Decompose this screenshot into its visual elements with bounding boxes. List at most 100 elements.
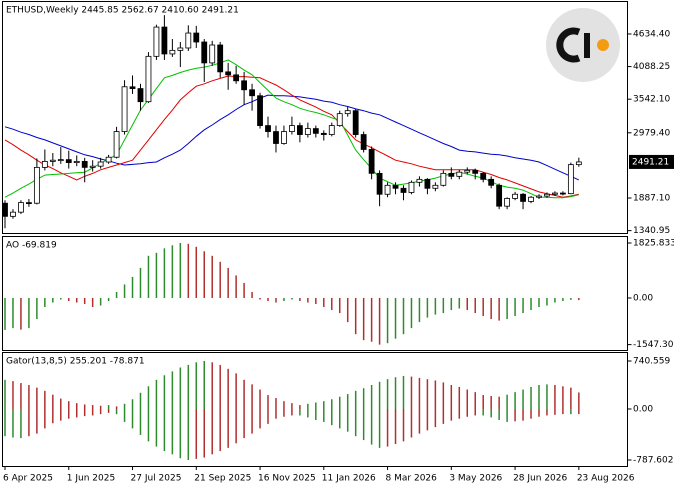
histogram-bar — [163, 408, 166, 452]
candle-body — [265, 125, 271, 132]
histogram-bar — [394, 377, 397, 409]
histogram-bar — [139, 408, 142, 435]
histogram-bar — [562, 298, 564, 302]
histogram-bar — [386, 298, 389, 344]
histogram-bar — [107, 298, 110, 302]
candle-body — [392, 184, 399, 189]
histogram-bar — [283, 408, 285, 417]
histogram-bar — [44, 298, 46, 308]
histogram-bar — [283, 401, 285, 409]
histogram-bar — [267, 408, 269, 424]
histogram-bar — [4, 298, 6, 330]
candle-body — [81, 161, 88, 168]
histogram-bar — [498, 396, 500, 409]
logo — [546, 8, 620, 82]
histogram-bar — [99, 408, 102, 415]
main-panel — [2, 1, 628, 234]
histogram-bar — [291, 298, 293, 300]
histogram-bar — [28, 298, 30, 329]
histogram-bar — [578, 408, 580, 415]
histogram-bar — [482, 298, 484, 317]
histogram-bar — [354, 390, 357, 409]
candle-body — [496, 184, 503, 207]
histogram-bar — [490, 408, 492, 418]
histogram-bar — [338, 396, 341, 409]
histogram-bar — [530, 298, 532, 311]
candle-body — [567, 164, 574, 195]
histogram-bar — [546, 384, 548, 409]
candle-body — [193, 32, 200, 43]
histogram-bar — [171, 245, 174, 299]
histogram-bar — [450, 298, 453, 311]
histogram-bar — [323, 298, 325, 308]
histogram-bar — [530, 408, 532, 419]
histogram-bar — [235, 373, 237, 409]
histogram-bar — [259, 389, 261, 409]
histogram-bar — [83, 298, 86, 305]
histogram-bar — [131, 408, 134, 429]
y-tick-label: 1340.95 — [633, 226, 670, 236]
candle-body — [536, 195, 542, 198]
histogram-bar — [251, 291, 253, 299]
histogram-bar — [434, 298, 437, 315]
histogram-bar — [450, 408, 453, 421]
histogram-bar — [115, 408, 118, 415]
histogram-bar — [155, 408, 158, 447]
histogram-bar — [60, 298, 62, 300]
histogram-bar — [546, 408, 548, 416]
candle-body — [97, 161, 104, 167]
histogram-bar — [490, 298, 492, 320]
candle-body — [376, 172, 383, 195]
histogram-bar — [346, 408, 349, 432]
histogram-bar — [195, 362, 198, 409]
price-label-box — [629, 154, 674, 169]
candle-body — [225, 71, 232, 76]
candle-body — [145, 55, 152, 103]
histogram-bar — [354, 298, 357, 335]
histogram-bar — [514, 392, 516, 409]
candle-body — [73, 161, 80, 164]
histogram-bar — [434, 380, 437, 409]
candle-body — [2, 202, 8, 217]
histogram-bar — [394, 408, 397, 444]
histogram-bar — [307, 408, 309, 418]
histogram-bar — [20, 298, 22, 330]
histogram-bar — [346, 394, 349, 409]
histogram-bar — [227, 408, 229, 448]
candle-body — [89, 165, 96, 168]
histogram-bar — [12, 298, 14, 329]
candle-body — [249, 89, 255, 97]
candle-body — [336, 113, 343, 126]
histogram-bar — [562, 408, 564, 415]
candle-body — [480, 172, 487, 180]
histogram-bar — [36, 408, 38, 434]
histogram-bar — [131, 276, 134, 299]
candle-body — [289, 125, 295, 132]
histogram-bar — [442, 382, 445, 409]
y-tick-label: 0.00 — [633, 294, 653, 304]
y-tick-label: 2979.40 — [633, 128, 670, 138]
histogram-bar — [394, 298, 397, 339]
histogram-bar — [474, 298, 476, 314]
histogram-bar — [139, 267, 142, 299]
candle-body — [304, 128, 311, 135]
histogram-bar — [307, 403, 309, 409]
histogram-bar — [402, 375, 405, 409]
histogram-bar — [52, 298, 54, 303]
logo-dot — [597, 39, 609, 51]
y-tick-label: 1887.10 — [633, 194, 670, 204]
histogram-bar — [506, 394, 508, 409]
candle-body — [217, 44, 224, 73]
histogram-bar — [155, 379, 158, 409]
histogram-bar — [259, 298, 261, 300]
histogram-bar — [211, 362, 213, 409]
candle-body — [201, 41, 208, 64]
histogram-bar — [466, 408, 469, 417]
logo-i — [584, 33, 590, 58]
candle-body — [233, 74, 240, 82]
histogram-bar — [179, 408, 182, 459]
candle-body — [400, 187, 407, 193]
gator-panel — [2, 352, 628, 467]
y-tick-label: 0.00 — [633, 404, 653, 414]
histogram-bar — [362, 388, 365, 409]
